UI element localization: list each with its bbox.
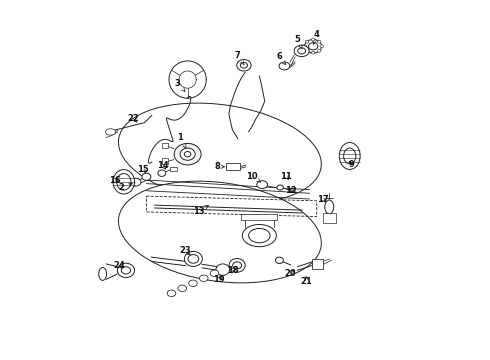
Ellipse shape [189, 280, 197, 287]
Text: 23: 23 [179, 246, 191, 255]
Ellipse shape [216, 264, 230, 275]
Text: 5: 5 [294, 35, 302, 49]
Text: 18: 18 [227, 266, 238, 275]
Ellipse shape [257, 181, 268, 189]
Ellipse shape [275, 257, 283, 264]
Ellipse shape [248, 228, 270, 243]
Ellipse shape [325, 200, 334, 214]
Text: 12: 12 [285, 185, 297, 194]
Ellipse shape [233, 262, 242, 269]
Bar [162, 143, 168, 148]
Text: 21: 21 [301, 276, 313, 285]
Ellipse shape [113, 170, 135, 194]
Ellipse shape [318, 49, 321, 52]
Ellipse shape [294, 45, 309, 57]
Text: 19: 19 [213, 275, 224, 284]
Text: 7: 7 [235, 51, 244, 65]
Ellipse shape [178, 285, 187, 292]
Ellipse shape [243, 225, 276, 247]
Text: 8: 8 [214, 162, 224, 171]
Text: 13: 13 [193, 206, 208, 216]
Ellipse shape [303, 45, 306, 48]
Text: 16: 16 [109, 176, 121, 185]
Text: 20: 20 [285, 269, 296, 278]
Text: 17: 17 [318, 195, 329, 204]
Ellipse shape [277, 185, 283, 190]
Ellipse shape [142, 173, 151, 180]
Bar [171, 167, 177, 171]
Ellipse shape [290, 188, 295, 192]
Ellipse shape [167, 290, 176, 297]
Ellipse shape [318, 40, 321, 43]
Ellipse shape [117, 174, 131, 190]
Ellipse shape [188, 255, 199, 263]
Ellipse shape [279, 62, 290, 70]
Text: 11: 11 [280, 172, 292, 181]
Ellipse shape [174, 143, 201, 165]
Ellipse shape [229, 258, 245, 272]
Ellipse shape [311, 39, 315, 41]
Ellipse shape [117, 263, 135, 278]
Bar [226, 163, 240, 170]
Ellipse shape [237, 59, 251, 71]
Text: 4: 4 [313, 30, 319, 45]
Ellipse shape [122, 267, 131, 274]
Text: 10: 10 [246, 172, 261, 182]
Bar [162, 158, 168, 163]
Ellipse shape [210, 270, 219, 276]
Text: 2: 2 [119, 183, 132, 192]
Ellipse shape [304, 40, 322, 53]
Text: 14: 14 [157, 161, 169, 170]
Ellipse shape [180, 148, 195, 160]
Ellipse shape [339, 143, 360, 170]
Ellipse shape [240, 62, 247, 68]
Text: 3: 3 [174, 79, 185, 91]
Ellipse shape [105, 129, 116, 135]
Ellipse shape [130, 178, 141, 186]
Ellipse shape [309, 42, 318, 50]
Bar [323, 213, 336, 223]
Ellipse shape [119, 103, 321, 203]
Bar [313, 258, 323, 269]
Ellipse shape [184, 251, 202, 266]
Ellipse shape [184, 152, 191, 157]
Ellipse shape [343, 148, 356, 164]
Ellipse shape [158, 170, 166, 176]
Text: 15: 15 [137, 165, 148, 174]
Text: 9: 9 [349, 160, 355, 169]
Text: 22: 22 [127, 114, 139, 123]
Ellipse shape [119, 181, 321, 283]
Ellipse shape [320, 45, 323, 48]
Text: 1: 1 [177, 133, 186, 148]
Ellipse shape [305, 40, 309, 43]
Ellipse shape [98, 267, 107, 280]
Text: 6: 6 [276, 53, 286, 64]
Ellipse shape [305, 49, 309, 52]
Ellipse shape [298, 48, 306, 54]
Text: 24: 24 [113, 261, 124, 270]
Ellipse shape [311, 51, 315, 54]
Bar [242, 214, 277, 220]
Ellipse shape [199, 275, 208, 282]
